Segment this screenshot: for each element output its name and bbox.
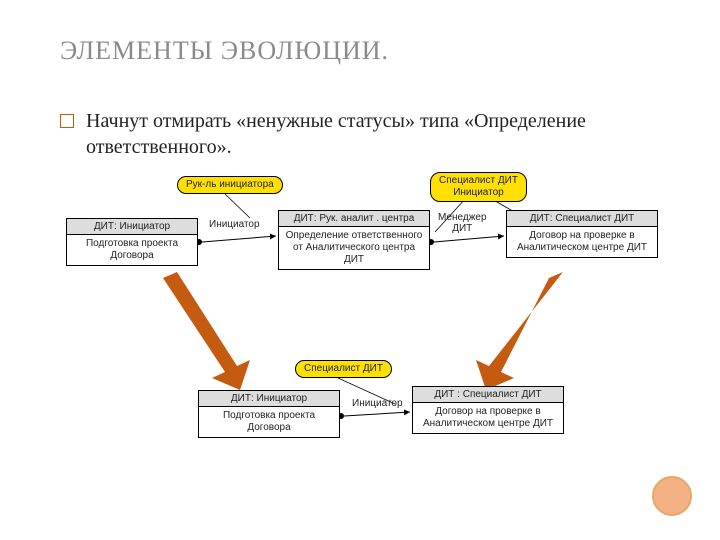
node-body: Подготовка проекта Договора [199, 407, 339, 437]
callout-pill: Рук-ль инициатора [177, 176, 283, 194]
edge-label: Инициатор [209, 219, 260, 230]
node-body: Определение ответственного от Аналитичес… [279, 227, 429, 269]
edge-label: Менеджер ДИТ [438, 212, 487, 234]
node-header: ДИТ: Рук. аналит . центра [279, 211, 429, 227]
node-header: ДИТ : Специалист ДИТ [413, 387, 563, 403]
bullet-text: Начнут отмирать «ненужные статусы» типа … [86, 108, 620, 160]
node-body: Подготовка проекта Договора [67, 235, 197, 265]
node-header: ДИТ: Инициатор [67, 219, 197, 235]
node-body: Договор на проверке в Аналитическом цент… [507, 227, 657, 257]
edge-label: Инициатор [352, 398, 403, 409]
node-header: ДИТ: Инициатор [199, 391, 339, 407]
callout-pill: Специалист ДИТ Инициатор [430, 172, 527, 202]
node-analytics-head: ДИТ: Рук. аналит . центра Определение от… [278, 210, 430, 270]
big-arrow-right [476, 272, 563, 390]
corner-disc-icon [652, 476, 692, 516]
bullet-row: Начнут отмирать «ненужные статусы» типа … [60, 108, 620, 160]
node-initiator-bottom: ДИТ: Инициатор Подготовка проекта Догово… [198, 390, 340, 438]
node-specialist-top: ДИТ: Специалист ДИТ Договор на проверке … [506, 210, 658, 258]
big-arrow-left [163, 272, 250, 390]
node-specialist-bottom: ДИТ : Специалист ДИТ Договор на проверке… [412, 386, 564, 434]
edge-line [434, 236, 504, 242]
edge-line [202, 236, 276, 242]
edge-line [344, 412, 410, 416]
slide-title: ЭЛЕМЕНТЫ ЭВОЛЮЦИИ. [60, 36, 389, 66]
callout-pill: Специалист ДИТ [295, 360, 392, 378]
node-body: Договор на проверке в Аналитическом цент… [413, 403, 563, 433]
node-initiator-top: ДИТ: Инициатор Подготовка проекта Догово… [66, 218, 198, 266]
callout-line [225, 194, 250, 218]
bullet-marker-icon [60, 114, 74, 128]
node-header: ДИТ: Специалист ДИТ [507, 211, 657, 227]
diagram: ДИТ: Инициатор Подготовка проекта Догово… [0, 160, 720, 540]
